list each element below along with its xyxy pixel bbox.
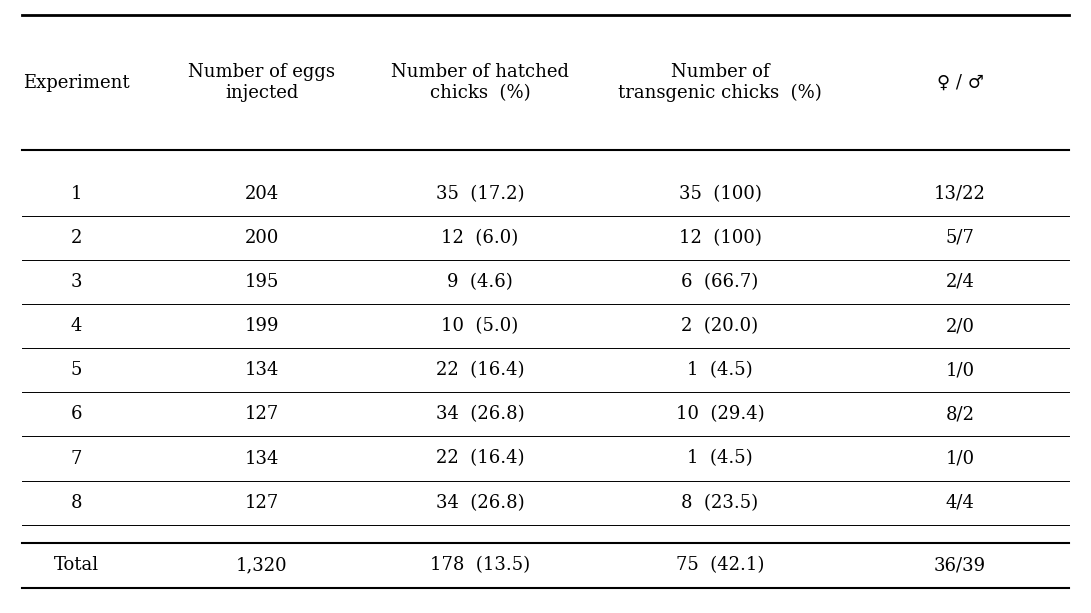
Text: 6: 6	[71, 405, 82, 424]
Text: 1  (4.5): 1 (4.5)	[687, 361, 753, 379]
Text: 4: 4	[71, 317, 82, 335]
Text: 8  (23.5): 8 (23.5)	[682, 493, 758, 512]
Text: 178  (13.5): 178 (13.5)	[430, 557, 530, 574]
Text: 9  (4.6): 9 (4.6)	[447, 273, 513, 291]
Text: 3: 3	[71, 273, 82, 291]
Text: ♀ / ♂: ♀ / ♂	[937, 74, 983, 92]
Text: Number of eggs
injected: Number of eggs injected	[189, 63, 335, 102]
Text: 10  (5.0): 10 (5.0)	[442, 317, 518, 335]
Text: 12  (100): 12 (100)	[679, 229, 762, 247]
Text: 1,320: 1,320	[236, 557, 288, 574]
Text: 195: 195	[244, 273, 279, 291]
Text: 35  (100): 35 (100)	[679, 185, 762, 203]
Text: Total: Total	[53, 557, 99, 574]
Text: 6  (66.7): 6 (66.7)	[682, 273, 758, 291]
Text: 35  (17.2): 35 (17.2)	[435, 185, 525, 203]
Text: 2  (20.0): 2 (20.0)	[682, 317, 758, 335]
Text: 8: 8	[71, 493, 82, 512]
Text: 2/0: 2/0	[946, 317, 974, 335]
Text: 199: 199	[244, 317, 279, 335]
Text: 4/4: 4/4	[946, 493, 974, 512]
Text: 134: 134	[244, 361, 279, 379]
Text: 127: 127	[244, 493, 279, 512]
Text: Number of hatched
chicks  (%): Number of hatched chicks (%)	[391, 63, 570, 102]
Text: 1/0: 1/0	[946, 361, 974, 379]
Text: 10  (29.4): 10 (29.4)	[675, 405, 765, 424]
Text: 36/39: 36/39	[934, 557, 986, 574]
Text: 13/22: 13/22	[934, 185, 986, 203]
Text: 22  (16.4): 22 (16.4)	[435, 361, 525, 379]
Text: 5/7: 5/7	[946, 229, 974, 247]
Text: 1  (4.5): 1 (4.5)	[687, 449, 753, 468]
Text: 2/4: 2/4	[946, 273, 974, 291]
Text: 200: 200	[244, 229, 279, 247]
Text: 134: 134	[244, 449, 279, 468]
Text: 127: 127	[244, 405, 279, 424]
Text: Number of
transgenic chicks  (%): Number of transgenic chicks (%)	[619, 63, 822, 102]
Text: 8/2: 8/2	[946, 405, 974, 424]
Text: 12  (6.0): 12 (6.0)	[442, 229, 518, 247]
Text: 1: 1	[71, 185, 82, 203]
Text: 7: 7	[71, 449, 82, 468]
Text: 34  (26.8): 34 (26.8)	[435, 405, 525, 424]
Text: 75  (42.1): 75 (42.1)	[675, 557, 765, 574]
Text: 5: 5	[71, 361, 82, 379]
Text: Experiment: Experiment	[23, 74, 130, 92]
Text: 22  (16.4): 22 (16.4)	[435, 449, 525, 468]
Text: 2: 2	[71, 229, 82, 247]
Text: 34  (26.8): 34 (26.8)	[435, 493, 525, 512]
Text: 1/0: 1/0	[946, 449, 974, 468]
Text: 204: 204	[244, 185, 279, 203]
